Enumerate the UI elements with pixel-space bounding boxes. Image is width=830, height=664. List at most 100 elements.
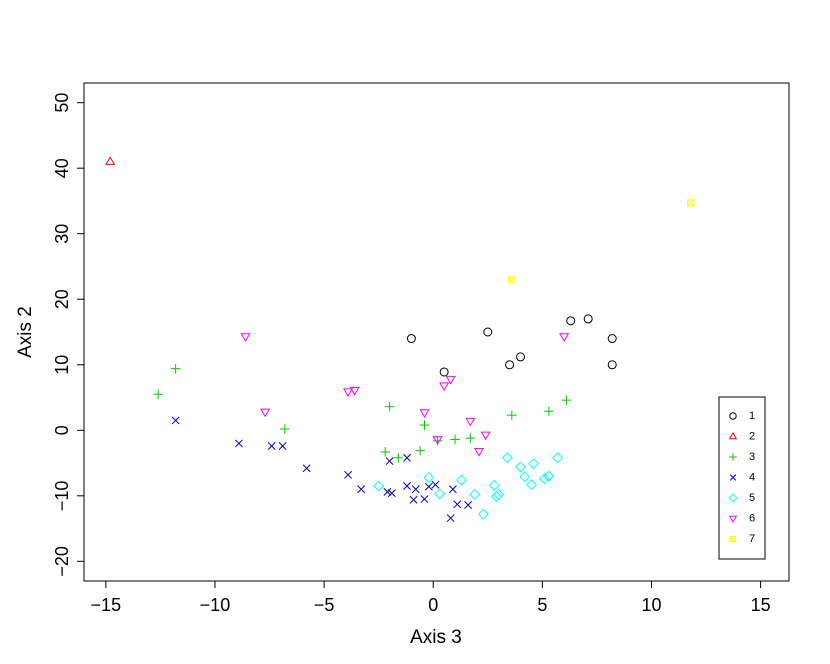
point-series-5 — [469, 488, 481, 501]
point-series-3 — [507, 410, 517, 421]
y-tick-label: 50 — [52, 93, 72, 113]
point-series-3 — [170, 363, 181, 374]
point-series-5 — [423, 471, 435, 483]
point-series-7 — [508, 275, 516, 284]
point-series-5 — [477, 508, 489, 520]
point-series-4 — [403, 482, 411, 490]
legend-marker-4 — [729, 474, 737, 481]
point-series-4 — [420, 495, 429, 504]
y-tick-label: 20 — [52, 289, 72, 309]
x-tick-label: −5 — [314, 595, 335, 615]
point-series-3 — [415, 445, 425, 456]
x-axis: −15 −10 −5 0 5 10 15 — [91, 580, 771, 615]
data-points — [105, 156, 695, 523]
point-series-1 — [583, 314, 593, 324]
point-series-3 — [419, 420, 430, 430]
point-series-5 — [488, 479, 500, 491]
point-series-1 — [505, 360, 515, 370]
point-series-3 — [465, 433, 476, 443]
legend-marker-3 — [729, 453, 737, 461]
y-tick-label: −10 — [52, 481, 72, 512]
point-series-4 — [267, 442, 276, 450]
point-series-5 — [434, 488, 446, 500]
y-axis-label: Axis 2 — [15, 306, 36, 358]
point-series-6 — [260, 408, 271, 418]
point-series-4 — [431, 480, 440, 489]
y-tick-label: −20 — [52, 546, 72, 577]
point-series-4 — [235, 439, 243, 448]
point-series-5 — [519, 471, 531, 483]
point-series-6 — [465, 417, 476, 427]
point-series-4 — [446, 514, 455, 523]
point-series-4 — [424, 482, 433, 491]
legend-label-5: 5 — [749, 492, 755, 504]
point-series-1 — [439, 367, 449, 377]
point-series-4 — [171, 416, 180, 425]
legend-box — [718, 396, 766, 560]
legend: 1 2 3 4 5 6 7 — [718, 396, 766, 560]
point-series-1 — [566, 316, 576, 326]
point-series-6 — [445, 375, 456, 385]
legend-marker-7 — [729, 535, 737, 543]
point-series-6 — [349, 387, 360, 396]
point-series-3 — [153, 389, 164, 400]
point-series-3 — [561, 395, 572, 405]
point-series-5 — [539, 473, 551, 485]
point-series-4 — [403, 453, 411, 462]
point-series-5 — [456, 474, 468, 486]
point-series-4 — [387, 489, 396, 498]
point-series-2 — [105, 156, 116, 165]
legend-marker-5 — [728, 493, 738, 503]
legend-marker-1 — [729, 412, 737, 420]
point-series-1 — [607, 360, 617, 370]
legend-label-1: 1 — [749, 410, 755, 422]
point-series-4 — [383, 487, 392, 496]
x-tick-label: 0 — [428, 595, 438, 615]
point-series-4 — [464, 501, 473, 509]
x-tick-label: −10 — [200, 595, 231, 615]
point-series-1 — [406, 334, 416, 344]
point-series-5 — [373, 480, 385, 492]
point-series-4 — [344, 470, 353, 479]
point-series-5 — [501, 452, 513, 464]
x-tick-label: 5 — [537, 595, 547, 615]
x-tick-label: 10 — [641, 595, 661, 615]
point-series-6 — [432, 436, 443, 445]
point-series-5 — [493, 488, 505, 501]
point-series-5 — [515, 461, 527, 473]
y-tick-label: 30 — [52, 224, 72, 244]
legend-label-4: 4 — [749, 472, 755, 484]
legend-label-7: 7 — [749, 533, 755, 545]
point-series-6 — [559, 333, 570, 342]
point-series-6 — [343, 388, 354, 398]
y-axis: −20 −10 0 10 20 30 40 50 — [52, 93, 85, 577]
y-tick-label: 0 — [52, 425, 72, 435]
legend-marker-6 — [728, 515, 738, 524]
point-series-4 — [448, 485, 457, 494]
point-series-5 — [491, 490, 503, 502]
point-series-4 — [409, 495, 418, 504]
point-series-7 — [687, 199, 695, 207]
point-series-4 — [278, 442, 287, 450]
point-series-3 — [544, 406, 554, 417]
point-series-3 — [450, 434, 460, 445]
x-tick-label: 15 — [751, 595, 771, 615]
point-series-4 — [411, 485, 420, 494]
point-series-5 — [552, 452, 564, 464]
point-series-1 — [607, 334, 617, 344]
point-series-3 — [393, 453, 404, 463]
point-series-4 — [453, 500, 462, 509]
point-series-6 — [480, 431, 491, 441]
point-series-6 — [240, 333, 251, 342]
point-series-5 — [528, 458, 540, 470]
legend-marker-2 — [728, 431, 738, 440]
point-series-5 — [525, 479, 537, 491]
point-series-4 — [385, 457, 394, 466]
point-series-3 — [384, 401, 395, 412]
point-series-3 — [380, 447, 391, 457]
point-series-1 — [516, 352, 526, 362]
point-series-6 — [419, 409, 430, 418]
point-series-4 — [302, 464, 311, 473]
point-series-3 — [280, 424, 290, 434]
x-axis-label: Axis 3 — [410, 627, 462, 648]
